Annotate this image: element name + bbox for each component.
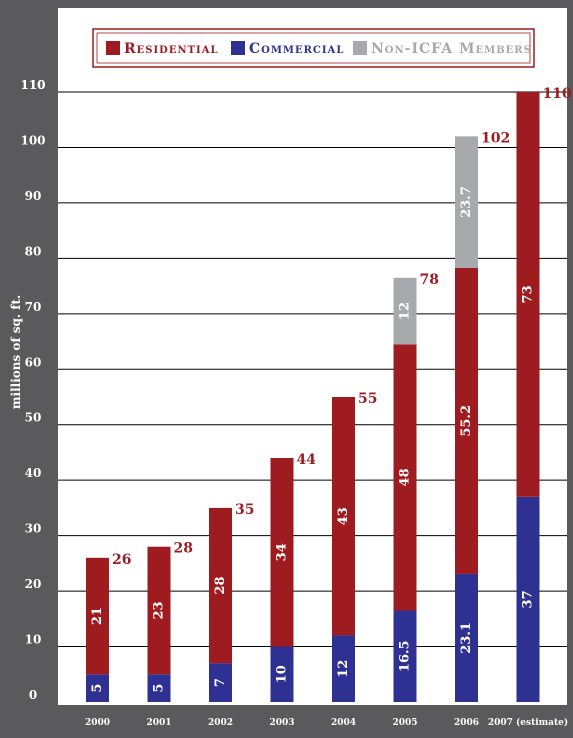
segment-value-label: 5 <box>90 684 105 693</box>
y-tick-label: 20 <box>25 577 42 591</box>
segment-value-label: 16.5 <box>398 640 413 672</box>
x-tick-label: 2007 (estimate) <box>488 717 568 728</box>
bar-segment-commercial <box>516 496 540 702</box>
segment-value-label: 34 <box>275 543 290 561</box>
legend-swatch <box>231 41 245 55</box>
x-tick-label: 2000 <box>85 718 110 728</box>
bar-segment-commercial <box>209 663 232 702</box>
legend-frame-inner <box>96 32 531 64</box>
legend-swatch <box>106 41 120 55</box>
y-axis-label: millions of sq. ft. <box>9 295 23 409</box>
segment-value-label: 55.2 <box>459 405 474 437</box>
x-tick-label: 2004 <box>331 718 356 728</box>
bar-segment-commercial <box>393 610 417 702</box>
bar-total-label: 110 <box>543 86 572 102</box>
bar-segment-non-icfa-members <box>455 136 478 268</box>
bar-segment-residential <box>147 546 171 675</box>
bar-segment-residential <box>86 557 109 675</box>
y-tick-label: 80 <box>25 244 42 258</box>
y-tick-label: 110 <box>20 78 45 92</box>
bar-segment-residential <box>332 397 355 636</box>
segment-value-label: 37 <box>521 590 536 608</box>
x-tick-label: 2003 <box>269 718 294 728</box>
bar-total-label: 35 <box>235 502 254 518</box>
x-tick-label: 2006 <box>454 718 479 728</box>
bar-segment-non-icfa-members <box>393 277 417 345</box>
legend-label: Residential <box>124 41 219 57</box>
y-tick-label: 100 <box>20 133 45 147</box>
y-tick-label: 60 <box>25 355 42 369</box>
gridlines <box>58 91 567 648</box>
y-tick-label: 50 <box>25 411 42 425</box>
bar-total-label: 44 <box>297 452 317 468</box>
segment-value-label: 23.7 <box>459 186 474 218</box>
segment-value-label: 12 <box>336 660 351 678</box>
legend-label: Commercial <box>249 41 344 57</box>
y-tick-label: 110 <box>20 78 45 92</box>
bar-total-label: 26 <box>112 552 131 568</box>
plot-background <box>58 8 567 705</box>
y-tick-label: 90 <box>25 189 42 203</box>
bar-segment-commercial <box>270 646 294 702</box>
segment-value-label: 5 <box>152 684 167 693</box>
segment-value-label: 73 <box>521 285 536 303</box>
segment-value-label: 48 <box>398 468 413 486</box>
bar-total-label: 28 <box>174 541 193 557</box>
bar-segment-commercial <box>86 674 109 702</box>
bar-total-label: 78 <box>420 272 439 288</box>
bar-segment-residential <box>393 344 417 611</box>
bar-segment-residential <box>516 92 540 497</box>
x-axis-ticks: 2000 2001 2002 2003 2004 2005 2006 2007 (estima… <box>85 717 568 728</box>
y-tick-label: 0 <box>29 688 37 702</box>
legend-swatch <box>353 41 367 55</box>
bar-segment-commercial <box>455 573 478 702</box>
y-tick-label: 40 <box>25 466 42 480</box>
segment-value-label: 28 <box>213 576 228 594</box>
bar-segment-commercial <box>332 635 355 702</box>
segment-value-label: 12 <box>398 302 413 320</box>
y-tick-label: 10 <box>25 633 42 647</box>
x-tick-label: 2002 <box>208 718 233 728</box>
segment-value-label: 21 <box>90 607 105 625</box>
bar-total-label: 102 <box>481 130 510 146</box>
bar-segment-commercial <box>147 674 171 702</box>
bar-segment-residential <box>270 458 294 647</box>
bar-segment-residential <box>209 507 232 664</box>
segment-value-label: 7 <box>213 678 228 687</box>
x-tick-label: 2005 <box>392 718 417 728</box>
segment-value-label: 43 <box>336 507 351 525</box>
segment-value-label: 23.1 <box>459 622 474 654</box>
y-tick-label: 70 <box>25 300 42 314</box>
bar-total-label: 55 <box>358 391 377 407</box>
legend-label: Non-ICFA Members <box>371 41 532 57</box>
bars: 5 21 26 5 23 28 7 28 35 10 34 44 12 43 55 16.5 48 12 78 23.… <box>86 86 572 702</box>
bar-segment-residential <box>455 267 478 574</box>
legend-frame-outer <box>92 28 535 68</box>
segment-value-label: 23 <box>152 601 167 619</box>
y-tick-label: 30 <box>25 522 42 536</box>
x-tick-label: 2001 <box>146 718 171 728</box>
legend: Residential Commercial Non-ICFA Members <box>92 28 535 68</box>
segment-value-label: 10 <box>275 665 290 683</box>
